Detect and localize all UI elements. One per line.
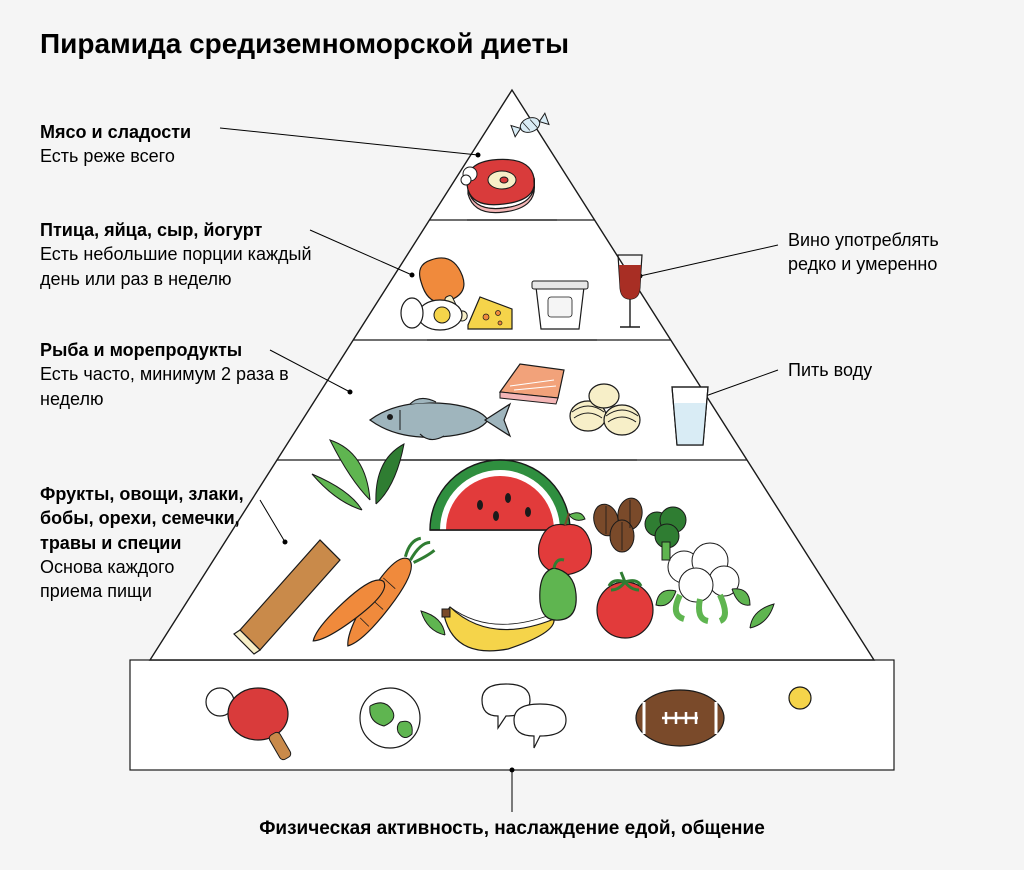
label-tier2-sub: Есть небольшие порции каждый день или ра… bbox=[40, 242, 350, 291]
label-water-l1: Пить воду bbox=[788, 358, 872, 382]
page-title: Пирамида средиземноморской диеты bbox=[40, 28, 569, 60]
label-tier4: Фрукты, овощи, злаки, бобы, орехи, семеч… bbox=[40, 482, 244, 603]
label-water: Пить воду bbox=[788, 358, 872, 382]
globe-icon bbox=[360, 688, 420, 748]
label-tier2: Птица, яйца, сыр, йогурт Есть небольшие … bbox=[40, 218, 350, 291]
label-tier3-heading: Рыба и морепродукты bbox=[40, 338, 320, 362]
label-tier1-sub: Есть реже всего bbox=[40, 144, 191, 168]
label-tier4-heading-l2: бобы, орехи, семечки, bbox=[40, 506, 244, 530]
label-wine-l2: редко и умеренно bbox=[788, 252, 939, 276]
label-wine-l1: Вино употреблять bbox=[788, 228, 939, 252]
label-wine: Вино употреблять редко и умеренно bbox=[788, 228, 939, 277]
label-tier4-sub-l1: Основа каждого bbox=[40, 555, 244, 579]
ball-icon bbox=[789, 687, 811, 709]
yogurt-icon bbox=[532, 281, 588, 329]
label-tier1: Мясо и сладости Есть реже всего bbox=[40, 120, 191, 169]
label-tier4-heading-l3: травы и специи bbox=[40, 531, 244, 555]
label-tier1-heading: Мясо и сладости bbox=[40, 120, 191, 144]
egg-icon bbox=[401, 298, 462, 330]
label-tier4-heading-l1: Фрукты, овощи, злаки, bbox=[40, 482, 244, 506]
pyramid-svg bbox=[0, 70, 1024, 830]
football-icon bbox=[636, 690, 724, 746]
label-bottom: Физическая активность, наслаждение едой,… bbox=[0, 818, 1024, 840]
pyramid-stage bbox=[0, 70, 1024, 830]
label-tier3: Рыба и морепродукты Есть часто, минимум … bbox=[40, 338, 320, 411]
label-tier3-sub: Есть часто, минимум 2 раза в неделю bbox=[40, 362, 320, 411]
label-tier4-sub-l2: приема пищи bbox=[40, 579, 244, 603]
water-glass-icon bbox=[672, 387, 708, 445]
label-tier2-heading: Птица, яйца, сыр, йогурт bbox=[40, 218, 350, 242]
